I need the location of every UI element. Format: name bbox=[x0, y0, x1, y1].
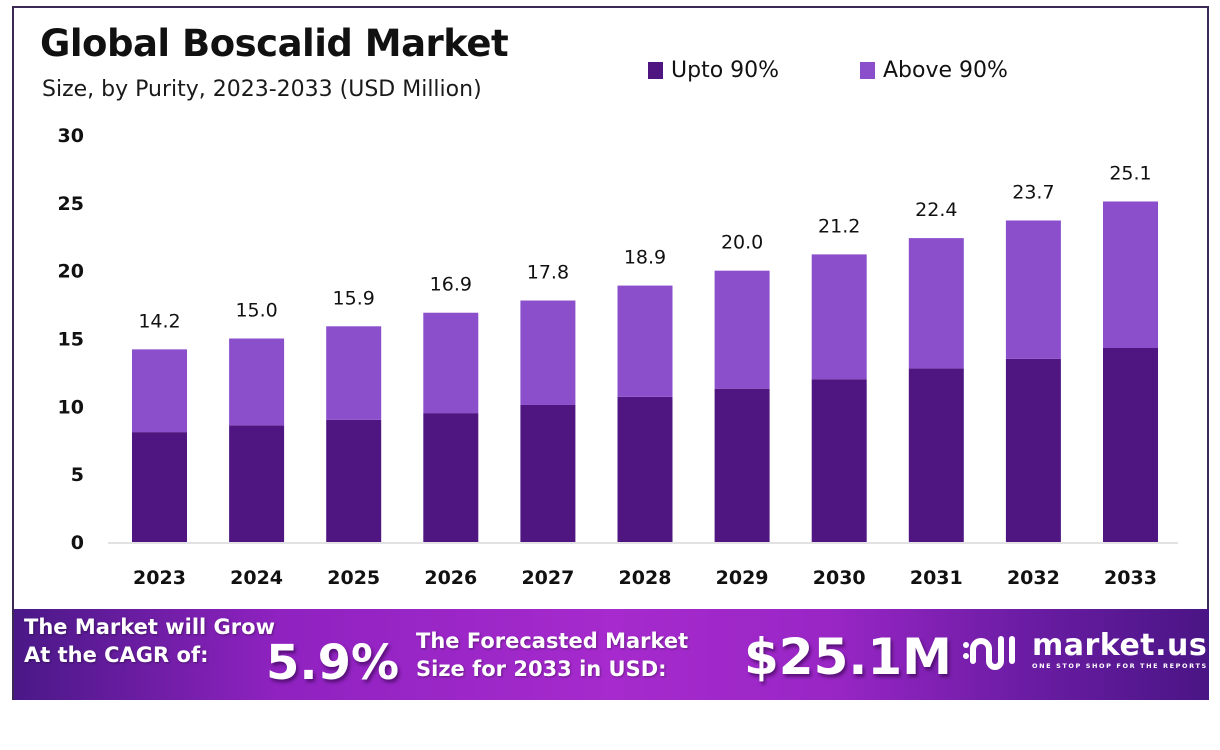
y-tick-label: 20 bbox=[58, 261, 84, 283]
bar-segment-above-90-2023 bbox=[132, 349, 187, 433]
x-tick-label: 2023 bbox=[133, 567, 186, 589]
forecast-label-line1: The Forecasted Market bbox=[416, 629, 689, 653]
bar-segment-above-90-2031 bbox=[908, 238, 964, 369]
market-us-logo-icon bbox=[963, 636, 1015, 670]
data-label-total: 23.7 bbox=[1012, 181, 1054, 203]
bar-segment-above-90-2027 bbox=[520, 300, 576, 405]
y-tick-label: 5 bbox=[71, 464, 84, 486]
data-label-total: 20.0 bbox=[721, 232, 763, 254]
x-tick-label: 2026 bbox=[424, 567, 477, 589]
y-tick-label: 30 bbox=[58, 125, 84, 147]
bar-segment-upto-90-2029 bbox=[714, 388, 770, 542]
data-label-total: 21.2 bbox=[818, 215, 860, 237]
chart-subtitle: Size, by Purity, 2023-2033 (USD Million) bbox=[42, 77, 482, 102]
data-label-total: 16.9 bbox=[430, 274, 472, 296]
bar-segment-above-90-2033 bbox=[1103, 201, 1158, 348]
data-label-total: 15.0 bbox=[235, 300, 277, 322]
legend-swatch-above-90 bbox=[860, 62, 875, 79]
y-tick-label: 10 bbox=[58, 396, 84, 418]
bar-segment-upto-90-2031 bbox=[908, 368, 964, 542]
bar-segment-above-90-2024 bbox=[229, 338, 285, 426]
bar-segment-above-90-2028 bbox=[617, 285, 673, 397]
data-label-total: 25.1 bbox=[1109, 162, 1151, 184]
forecast-label-line2: Size for 2033 in USD: bbox=[416, 657, 667, 681]
y-tick-label: 25 bbox=[58, 193, 84, 215]
data-label-total: 15.9 bbox=[333, 287, 375, 309]
chart-title: Global Boscalid Market bbox=[40, 22, 509, 65]
x-tick-label: 2030 bbox=[813, 567, 866, 589]
market-us-logo: market.us ONE STOP SHOP FOR THE REPORTS bbox=[962, 631, 1208, 671]
y-tick-label: 0 bbox=[71, 532, 84, 554]
x-tick-label: 2032 bbox=[1007, 567, 1060, 589]
logo-tagline: ONE STOP SHOP FOR THE REPORTS bbox=[1032, 662, 1208, 670]
legend-label-above-90: Above 90% bbox=[883, 58, 1008, 83]
summary-banner: The Market will Grow At the CAGR of: 5.9… bbox=[14, 609, 1209, 700]
bar-segment-upto-90-2033 bbox=[1103, 347, 1158, 542]
legend-item-upto-90: Upto 90% bbox=[648, 58, 779, 83]
bar-segment-upto-90-2024 bbox=[229, 425, 285, 542]
x-tick-label: 2027 bbox=[521, 567, 574, 589]
bar-segment-above-90-2025 bbox=[326, 326, 382, 420]
x-tick-label: 2024 bbox=[230, 567, 283, 589]
bar-segment-upto-90-2028 bbox=[617, 396, 673, 542]
data-label-total: 14.2 bbox=[138, 310, 180, 332]
legend-swatch-upto-90 bbox=[648, 62, 663, 79]
data-labels: 14.2 15.0 15.9 16.9 17.8 18.9 20.0 21.2 22.4 23.7… bbox=[138, 162, 1151, 332]
x-tick-label: 2025 bbox=[327, 567, 380, 589]
bars bbox=[132, 201, 1158, 542]
bar-segment-above-90-2030 bbox=[811, 254, 867, 380]
cagr-label-line2: At the CAGR of: bbox=[24, 643, 209, 667]
y-tick-label: 15 bbox=[58, 329, 84, 351]
legend-label-upto-90: Upto 90% bbox=[671, 58, 780, 83]
y-axis: 0 5 10 15 20 25 30 bbox=[58, 125, 84, 554]
x-tick-label: 2029 bbox=[716, 567, 769, 589]
bar-segment-above-90-2026 bbox=[423, 312, 479, 414]
cagr-label-line1: The Market will Grow bbox=[24, 615, 275, 639]
legend-item-above-90: Above 90% bbox=[860, 58, 1008, 83]
x-tick-label: 2028 bbox=[619, 567, 672, 589]
bar-segment-upto-90-2026 bbox=[423, 413, 479, 542]
bar-segment-above-90-2029 bbox=[714, 270, 770, 389]
bar-segment-above-90-2032 bbox=[1005, 220, 1061, 359]
data-label-total: 22.4 bbox=[915, 199, 957, 221]
x-tick-label: 2031 bbox=[910, 567, 963, 589]
bar-segment-upto-90-2023 bbox=[132, 432, 187, 542]
bar-segment-upto-90-2027 bbox=[520, 404, 576, 542]
bar-segment-upto-90-2025 bbox=[326, 419, 382, 542]
forecast-value: $25.1M bbox=[744, 628, 952, 686]
data-label-total: 17.8 bbox=[527, 262, 569, 284]
x-axis: 2023 2024 2025 2026 2027 2028 2029 2030 2031 2032… bbox=[133, 567, 1157, 589]
logo-name: market.us bbox=[1032, 628, 1208, 663]
bar-segment-upto-90-2032 bbox=[1005, 358, 1061, 542]
bar-segment-upto-90-2030 bbox=[811, 379, 867, 542]
cagr-value: 5.9% bbox=[266, 635, 400, 691]
x-tick-label: 2033 bbox=[1104, 567, 1157, 589]
data-label-total: 18.9 bbox=[624, 247, 666, 269]
